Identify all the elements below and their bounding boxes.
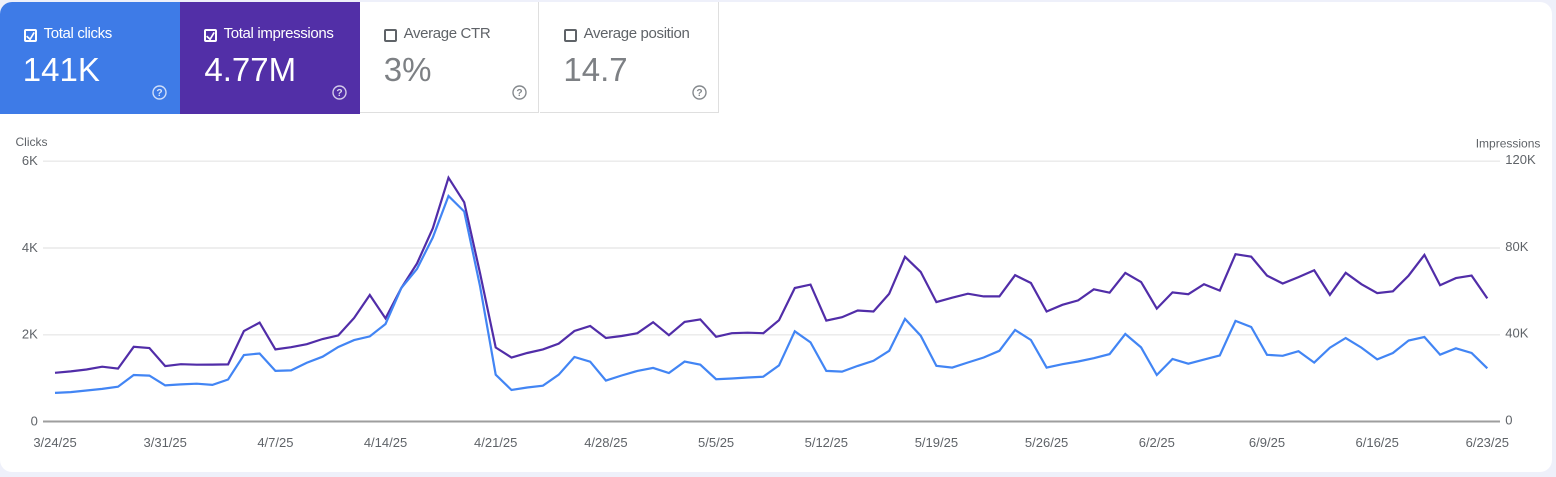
svg-text:5/19/25: 5/19/25 — [915, 435, 958, 450]
svg-text:6/23/25: 6/23/25 — [1466, 435, 1509, 450]
svg-text:6/9/25: 6/9/25 — [1249, 435, 1285, 450]
svg-text:5/5/25: 5/5/25 — [698, 435, 734, 450]
svg-text:6/16/25: 6/16/25 — [1356, 435, 1399, 450]
svg-text:3/24/25: 3/24/25 — [33, 435, 76, 450]
svg-text:5/26/25: 5/26/25 — [1025, 435, 1068, 450]
svg-text:6/2/25: 6/2/25 — [1139, 435, 1175, 450]
svg-text:40K: 40K — [1505, 326, 1528, 341]
svg-text:Clicks: Clicks — [16, 135, 48, 149]
svg-text:?: ? — [156, 88, 162, 99]
svg-text:80K: 80K — [1505, 239, 1528, 254]
svg-text:4K: 4K — [22, 240, 38, 255]
svg-text:?: ? — [696, 88, 702, 99]
svg-text:?: ? — [336, 88, 342, 99]
svg-text:4/7/25: 4/7/25 — [257, 435, 293, 450]
svg-text:2K: 2K — [22, 327, 38, 342]
svg-text:4/28/25: 4/28/25 — [584, 435, 627, 450]
svg-text:Impressions: Impressions — [1476, 137, 1541, 151]
svg-text:4/21/25: 4/21/25 — [474, 435, 517, 450]
svg-text:4/14/25: 4/14/25 — [364, 435, 407, 450]
svg-text:0: 0 — [31, 413, 38, 428]
svg-text:6K: 6K — [22, 153, 38, 168]
svg-text:?: ? — [516, 88, 522, 99]
svg-text:0: 0 — [1505, 412, 1512, 427]
svg-text:120K: 120K — [1505, 152, 1536, 167]
svg-text:5/12/25: 5/12/25 — [805, 435, 848, 450]
svg-text:3/31/25: 3/31/25 — [144, 435, 187, 450]
